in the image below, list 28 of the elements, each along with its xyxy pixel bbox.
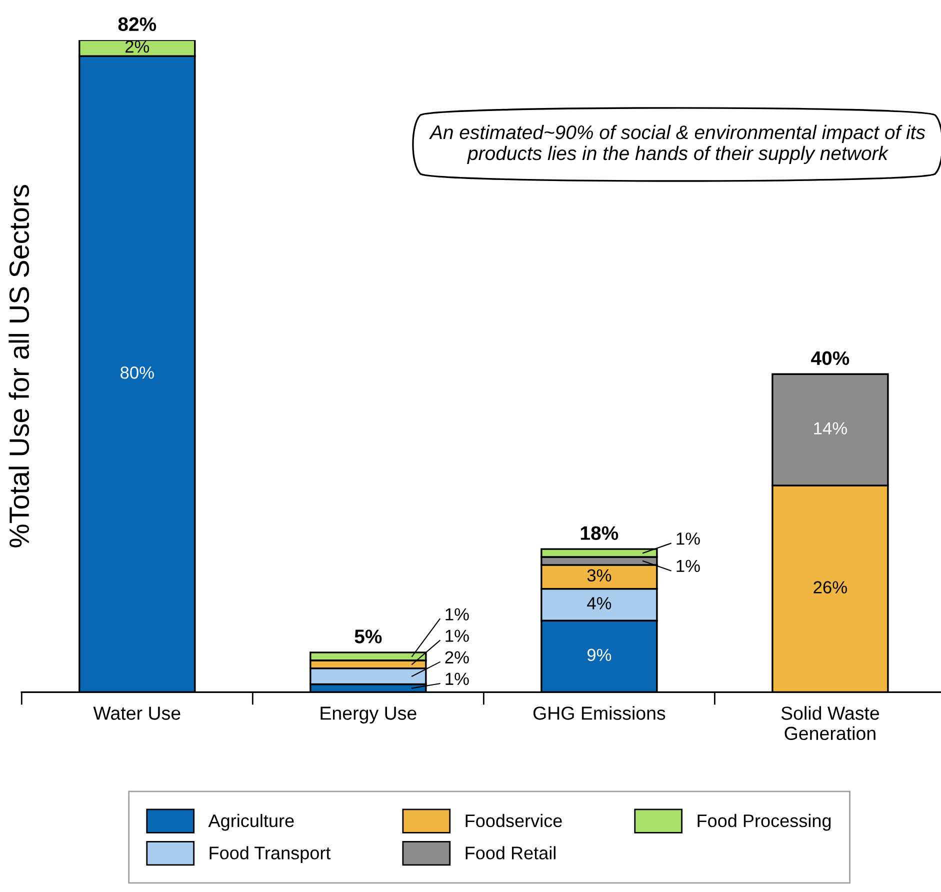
legend-label: Agriculture [208,814,294,831]
x-tick-label: GHG Emissions [533,706,666,720]
data-label: 14% [814,422,847,434]
data-label: 1% [676,560,700,572]
x-tick-label: Solid Waste Generation [781,706,880,740]
data-label: 2% [125,40,150,53]
data-label: 1% [446,672,469,685]
legend-label: Food Retail [466,846,556,860]
data-label: 26% [814,581,847,594]
data-label: 9% [587,648,612,662]
x-tick-label: Water Use [93,706,180,720]
y-axis-title: %Total Use for all US Sectors [8,185,30,548]
data-label: 1% [446,630,469,642]
data-label: 3% [587,569,612,582]
total-label: 18% [580,526,618,540]
total-label: 40% [811,351,850,366]
data-label: 80% [120,366,154,379]
annotation: An estimated~90% of social & environmental impact of its products lies in the hands of their supply network [429,124,926,164]
data-label: 1% [446,608,469,620]
total-label: 5% [354,630,382,644]
data-label: 2% [445,651,469,664]
legend-label: Food Processing [698,814,831,831]
legend-label: Foodservice [466,814,562,828]
total-label: 82% [118,17,156,32]
data-label: 1% [676,532,700,545]
x-tick-label: Energy Use [320,706,416,724]
data-label: 4% [587,597,612,610]
legend-label: Food Transport [210,846,331,863]
